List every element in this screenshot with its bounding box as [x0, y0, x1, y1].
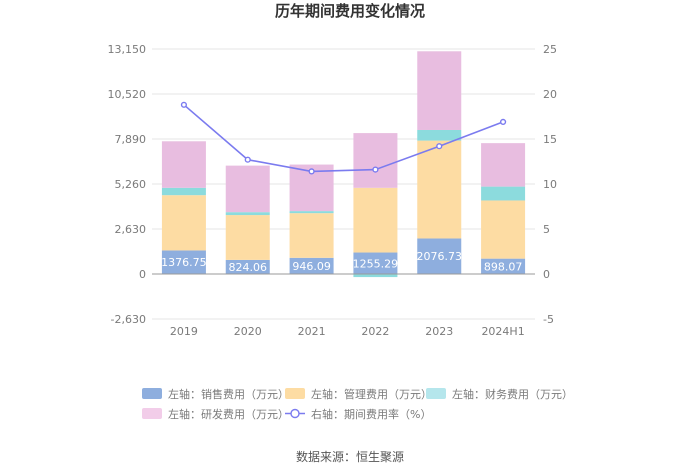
left-tick-label: -2,630	[111, 313, 146, 326]
bar-segment	[481, 258, 526, 274]
legend-swatch	[285, 388, 305, 399]
bar-segment	[481, 143, 526, 187]
bar-data-label: 1255.29	[353, 257, 399, 270]
x-axis: 2019 2020 2021 2022 2023 2024H1	[170, 325, 525, 338]
right-tick-label: 25	[543, 43, 557, 56]
bar-data-label: 2076.73	[417, 250, 463, 263]
right-tick-label: 0	[543, 268, 550, 281]
bar-segment	[161, 187, 206, 196]
bar-segment	[289, 213, 334, 258]
bar-segment	[225, 259, 270, 274]
right-tick-label: -5	[543, 313, 554, 326]
bar-data-label: 824.06	[229, 261, 268, 274]
right-tick-label: 15	[543, 133, 557, 146]
bar-segment	[353, 187, 398, 253]
legend-swatch	[142, 408, 162, 419]
bars: 1376.75 824.06 946.09 1255.29 2076.73 898.07	[161, 51, 526, 278]
x-tick-label: 2022	[361, 325, 389, 338]
rate-point	[372, 166, 379, 173]
bar-data-label: 946.09	[292, 260, 331, 273]
x-tick-label: 2020	[234, 325, 262, 338]
bar-segment	[161, 195, 206, 251]
bar-segment	[225, 212, 270, 216]
legend: 左轴：销售费用（万元） 左轴：管理费用（万元） 左轴：财务费用（万元） 左轴：研发费用…	[142, 387, 573, 421]
bar-segment	[417, 140, 462, 239]
bar-data-label: 898.07	[484, 260, 523, 273]
legend-label: 左轴：研发费用（万元）	[168, 407, 289, 421]
legend-marker	[290, 408, 300, 419]
bar-segment	[353, 252, 398, 274]
grid	[152, 48, 535, 320]
left-tick-label: 7,890	[115, 133, 147, 146]
bar-segment	[481, 200, 526, 259]
legend-swatch	[142, 388, 162, 399]
left-tick-label: 0	[139, 268, 146, 281]
right-axis: 25 20 15 10 5 0 -5	[543, 43, 557, 326]
rate-point	[180, 101, 188, 108]
right-tick-label: 5	[543, 223, 550, 236]
left-tick-label: 5,260	[115, 178, 147, 191]
x-tick-label: 2019	[170, 325, 198, 338]
right-tick-label: 20	[543, 88, 557, 101]
legend-label: 右轴：期间费用率（%）	[311, 407, 431, 421]
left-tick-label: 10,520	[108, 88, 147, 101]
left-axis: 13,150 10,520 7,890 5,260 2,630 0 -2,630	[108, 43, 147, 326]
bar-segment	[481, 186, 526, 201]
rate-point	[308, 168, 315, 175]
bar-segment	[417, 51, 462, 130]
legend-label: 左轴：管理费用（万元）	[311, 387, 432, 401]
legend-label: 左轴：销售费用（万元）	[168, 387, 289, 401]
rate-line-series	[180, 101, 507, 175]
left-tick-label: 2,630	[115, 223, 147, 236]
bar-segment	[353, 274, 398, 278]
bar-segment	[161, 250, 206, 274]
rate-point	[499, 118, 507, 126]
bar-segment	[225, 215, 270, 260]
bar-data-label: 1376.75	[161, 256, 207, 269]
bar-segment	[417, 129, 462, 141]
legend-label: 左轴：财务费用（万元）	[452, 387, 573, 401]
x-tick-label: 2021	[298, 325, 326, 338]
rate-point	[244, 156, 251, 163]
bar-segment	[353, 133, 398, 188]
rate-line	[183, 104, 504, 173]
bar-segment	[417, 238, 462, 274]
bar-segment	[225, 165, 270, 213]
left-tick-label: 13,150	[108, 43, 147, 56]
right-tick-label: 10	[543, 178, 557, 191]
bar-segment	[289, 211, 334, 214]
legend-swatch	[426, 388, 446, 399]
x-tick-label: 2023	[425, 325, 453, 338]
bar-segment	[161, 141, 206, 188]
data-source: 数据来源：恒生聚源	[296, 449, 404, 464]
rate-point	[436, 143, 443, 150]
chart-title: 历年期间费用变化情况	[275, 2, 425, 20]
x-tick-label: 2024H1	[481, 325, 524, 338]
bar-segment	[289, 257, 334, 274]
